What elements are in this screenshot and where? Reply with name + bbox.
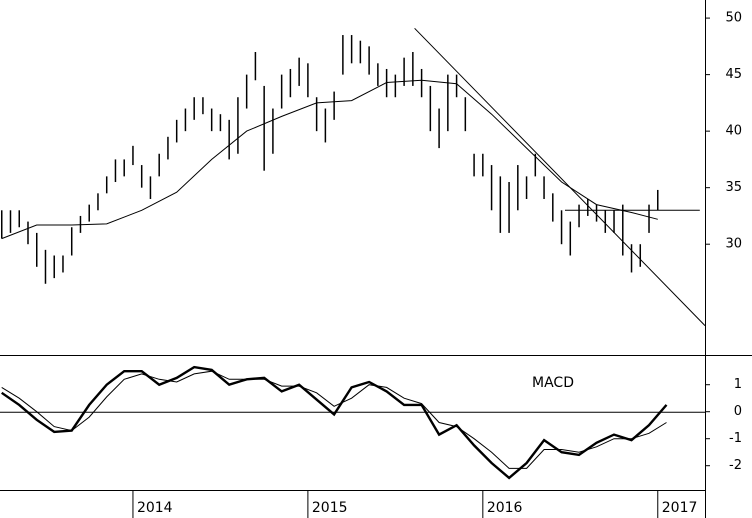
y-tick-label: 50	[725, 11, 742, 26]
x-tick-label: 2014	[137, 500, 173, 516]
x-tick-label: 2017	[662, 500, 698, 516]
trendline	[414, 27, 705, 326]
plot-area: 20132014201520162017	[0, 27, 705, 518]
y-tick-label: 0	[734, 404, 742, 419]
x-tick-label: 2015	[312, 500, 348, 516]
y-tick-label: 30	[725, 237, 742, 252]
macd-line	[1, 365, 668, 480]
y-tick-label: -1	[729, 431, 742, 446]
macd-label: MACD	[532, 375, 574, 391]
y-tick-label: 40	[725, 124, 742, 139]
y-tick-label: 45	[725, 67, 742, 82]
y-tick-label: 35	[725, 180, 742, 195]
macd-line	[1, 370, 667, 469]
y-tick-label: -2	[729, 458, 742, 473]
x-tick-label: 2016	[487, 500, 523, 516]
y-tick-label: 1	[734, 377, 742, 392]
moving-average	[1, 79, 658, 240]
